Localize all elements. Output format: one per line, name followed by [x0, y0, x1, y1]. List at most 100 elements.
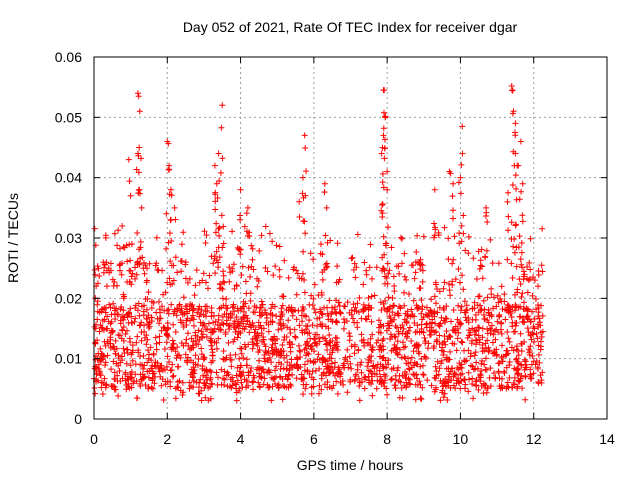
data-point	[346, 353, 353, 360]
data-point	[222, 356, 229, 363]
data-point	[296, 322, 303, 329]
data-point	[475, 324, 482, 331]
data-point	[441, 224, 448, 231]
data-point	[534, 335, 541, 342]
data-point	[440, 394, 447, 401]
data-point	[458, 161, 465, 168]
data-point	[166, 358, 173, 365]
data-point	[535, 272, 542, 279]
data-point	[525, 306, 531, 313]
data-point	[450, 180, 457, 187]
data-point	[98, 324, 105, 331]
data-point	[387, 376, 394, 383]
data-point	[437, 377, 444, 384]
data-point	[406, 324, 413, 331]
data-point	[358, 331, 365, 338]
data-point	[228, 356, 235, 363]
data-point	[365, 356, 372, 363]
data-point	[535, 351, 542, 358]
data-point	[119, 222, 126, 229]
data-point	[502, 316, 509, 323]
data-point	[512, 132, 519, 139]
data-point	[382, 114, 389, 121]
data-point	[132, 304, 139, 311]
data-point	[231, 336, 238, 343]
data-point	[520, 318, 527, 325]
data-point	[520, 314, 527, 321]
data-point	[348, 255, 355, 262]
data-point	[207, 326, 214, 333]
data-point	[222, 331, 229, 338]
data-point	[266, 369, 273, 376]
data-point	[225, 371, 232, 378]
data-point	[417, 285, 424, 292]
data-point	[520, 299, 527, 306]
data-point	[428, 382, 435, 389]
data-point	[254, 283, 261, 290]
data-point	[101, 338, 108, 345]
data-point	[182, 259, 189, 266]
data-point	[342, 356, 349, 363]
data-point	[271, 303, 278, 310]
data-point	[293, 291, 300, 298]
data-point	[280, 382, 287, 389]
data-point	[522, 396, 529, 403]
data-point	[479, 334, 486, 341]
data-point	[236, 246, 243, 253]
y-tick-label: 0.01	[55, 351, 82, 367]
data-point	[271, 333, 278, 340]
data-point	[308, 374, 315, 381]
data-point	[160, 397, 167, 404]
data-point	[511, 307, 518, 314]
data-point	[522, 373, 529, 380]
data-point	[447, 170, 454, 177]
data-point	[381, 383, 388, 390]
data-point	[95, 377, 102, 384]
data-point	[410, 371, 417, 378]
data-point	[227, 310, 234, 317]
data-point	[199, 322, 206, 329]
data-point	[134, 229, 141, 236]
data-point	[436, 304, 443, 311]
data-point	[105, 340, 112, 347]
data-point	[490, 331, 497, 338]
data-point	[201, 354, 208, 361]
data-point	[448, 318, 455, 325]
data-point	[285, 317, 292, 324]
data-point	[108, 366, 115, 373]
data-point	[485, 309, 492, 316]
data-point	[457, 307, 464, 314]
data-point	[513, 185, 520, 192]
data-point	[132, 275, 139, 282]
data-point	[101, 316, 108, 323]
data-point	[111, 369, 118, 376]
data-point	[170, 277, 177, 284]
data-point	[431, 374, 438, 381]
data-point	[411, 372, 418, 379]
data-point	[163, 339, 170, 346]
data-point	[387, 331, 394, 338]
data-point	[368, 293, 375, 300]
data-point	[417, 256, 424, 263]
data-point	[433, 336, 440, 343]
data-point	[538, 377, 545, 384]
data-point	[508, 384, 515, 391]
data-point	[136, 108, 143, 115]
data-point	[212, 318, 219, 325]
data-point	[138, 319, 145, 326]
data-point	[239, 263, 246, 270]
data-point	[357, 361, 364, 368]
data-point	[344, 389, 351, 396]
data-point	[238, 372, 245, 379]
data-point	[518, 340, 525, 347]
data-point	[176, 301, 183, 308]
data-point	[97, 357, 104, 364]
data-point	[445, 280, 452, 287]
data-point	[377, 299, 384, 306]
data-point	[196, 303, 203, 310]
data-point	[112, 337, 119, 344]
data-point	[155, 267, 162, 274]
data-point	[470, 395, 477, 402]
data-point	[446, 371, 453, 378]
data-point	[479, 275, 486, 282]
